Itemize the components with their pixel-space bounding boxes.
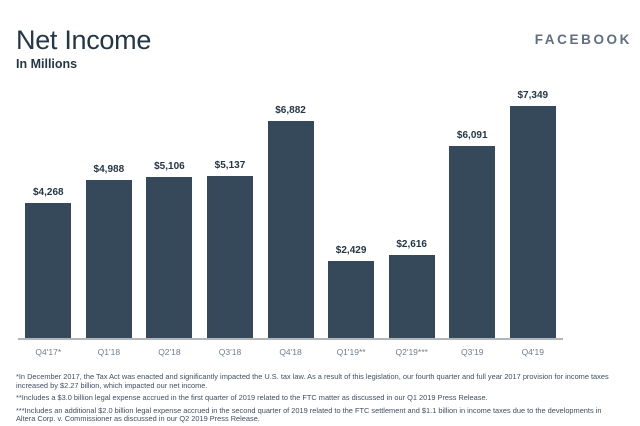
x-tick-label: Q2'19*** <box>395 347 428 357</box>
facebook-logo: FACEBOOK <box>534 32 632 47</box>
bar-column: $4,268 <box>18 101 79 338</box>
footnotes: *In December 2017, the Tax Act was enact… <box>16 372 618 426</box>
bar-column: $5,106 <box>139 101 200 338</box>
bar <box>206 176 253 338</box>
chart-plot-area: $4,268 $4,988 $5,106 $5,137 $6,882 $2,429 $2,6… <box>18 90 564 338</box>
footnote-ftc-q2-altera: ***Includes an additional $2.0 billion l… <box>16 405 602 424</box>
x-axis-line <box>18 338 563 340</box>
x-tick-label: Q4'17* <box>35 347 62 357</box>
x-tick-label: Q2'18 <box>158 347 181 357</box>
bar-value-label: $4,268 <box>32 187 64 198</box>
chart-title: Net Income <box>16 25 152 55</box>
bar <box>146 177 193 338</box>
bar-value-label: $5,106 <box>154 161 185 172</box>
x-tick-label: Q4'18 <box>279 347 302 357</box>
bar <box>328 261 375 338</box>
bar-column: $5,137 <box>200 101 261 338</box>
bar-column: $2,616 <box>381 101 442 338</box>
bar-value-label: $2,429 <box>335 245 367 256</box>
bar <box>449 146 496 338</box>
x-tick-label: Q3'19 <box>461 347 484 357</box>
net-income-bar-chart: $4,268 $4,988 $5,106 $5,137 $6,882 $2,429 $2,6… <box>18 90 564 357</box>
x-axis-ticks: Q4'17* Q1'18 Q2'18 Q3'18 Q4'18 Q1'19** Q2'19**… <box>18 347 563 357</box>
footnote-tax-act: *In December 2017, the Tax Act was enact… <box>16 372 609 390</box>
x-tick-label: Q3'18 <box>218 347 242 357</box>
bar <box>85 180 132 338</box>
bar-value-label: $7,349 <box>517 90 549 101</box>
x-tick-label: Q1'18 <box>97 347 121 357</box>
chart-subtitle: In Millions <box>16 57 78 71</box>
x-tick-label: Q4'19 <box>521 347 544 357</box>
bar <box>388 255 435 338</box>
bar-value-label: $2,616 <box>396 239 427 250</box>
bar-value-label: $6,882 <box>275 105 306 116</box>
bar <box>25 203 72 338</box>
x-tick-label: Q1'19** <box>336 347 366 357</box>
bar-value-label: $5,137 <box>214 160 246 171</box>
chart-header: Net Income In Millions <box>16 25 640 71</box>
footnote-ftc-q1: **Includes a $3.0 billion legal expense … <box>16 393 488 403</box>
bar-column: $6,882 <box>260 101 321 338</box>
bar <box>267 121 314 338</box>
bar-column: $6,091 <box>442 101 503 338</box>
bar <box>509 106 556 338</box>
bar-value-label: $4,988 <box>93 164 125 175</box>
bar-column: $4,988 <box>79 101 140 338</box>
bar-column: $7,349 <box>503 90 564 338</box>
bar-value-label: $6,091 <box>456 130 488 141</box>
bar-column: $2,429 <box>321 101 382 338</box>
